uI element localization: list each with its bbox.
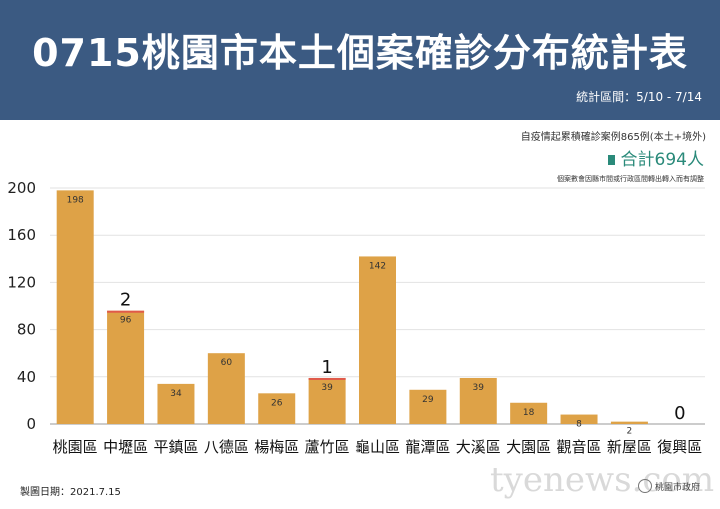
- page-title: 0715桃園市本土個案確診分布統計表: [32, 31, 688, 75]
- header-banner: 0715桃園市本土個案確診分布統計表 統計區間：5/10 - 7/14: [0, 0, 720, 120]
- annotation-label: 0: [674, 403, 685, 424]
- annotation-label: 1: [321, 357, 332, 378]
- adjust-note: 個案數會因縣市間或行政區間轉出轉入而有調整: [557, 175, 704, 183]
- x-tick-label: 龍潭區: [405, 438, 450, 456]
- cumulative-note: 自疫情起累積確診案例865例(本土+境外): [520, 132, 706, 143]
- bar: [560, 414, 598, 424]
- data-label: 26: [271, 398, 283, 408]
- period-label: 統計區間：5/10 - 7/14: [576, 90, 702, 104]
- bar: [459, 377, 497, 424]
- total-count: 合計694人: [607, 145, 704, 170]
- y-tick-label: 40: [17, 368, 36, 386]
- data-label: 60: [221, 358, 233, 368]
- x-tick-label: 復興區: [657, 438, 702, 456]
- data-label: 34: [170, 389, 182, 399]
- x-tick-label: 桃園區: [53, 438, 98, 456]
- bar-increment: [107, 310, 145, 313]
- data-label: 142: [369, 261, 386, 271]
- logo-text: 桃園市政府: [655, 482, 701, 493]
- x-tick-label: 新屋區: [607, 438, 652, 456]
- y-tick-label: 160: [7, 226, 36, 244]
- bar: [308, 377, 346, 424]
- x-tick-label: 大園區: [506, 438, 551, 456]
- y-tick-label: 80: [17, 321, 36, 339]
- bar: [56, 190, 94, 424]
- seal-icon: [638, 479, 652, 493]
- bar: [258, 393, 296, 424]
- made-date: 製圖日期：2021.7.15: [20, 487, 121, 498]
- data-label: 2: [627, 427, 633, 437]
- annotation-label: 2: [120, 290, 131, 311]
- data-label: 18: [523, 408, 535, 418]
- data-label: 29: [422, 395, 434, 405]
- x-tick-label: 觀音區: [557, 438, 602, 456]
- x-tick-label: 平鎮區: [153, 438, 198, 456]
- x-tick-label: 中壢區: [103, 438, 148, 456]
- bar: [409, 389, 447, 424]
- y-tick-label: 120: [7, 273, 36, 291]
- bar: [207, 353, 245, 424]
- total-text: 合計694人: [620, 150, 704, 170]
- legend-square: [607, 155, 615, 165]
- data-label: 198: [67, 195, 84, 205]
- data-label: 39: [473, 383, 485, 393]
- x-tick-label: 楊梅區: [254, 438, 299, 456]
- watermark: tyenews.com: [490, 460, 715, 500]
- y-tick-label: 0: [26, 415, 36, 433]
- data-label: 39: [321, 383, 333, 393]
- bar: [610, 421, 648, 424]
- bar: [107, 310, 145, 424]
- bar: [510, 402, 548, 424]
- x-tick-label: 龜山區: [355, 438, 400, 456]
- x-tick-label: 蘆竹區: [305, 438, 350, 456]
- data-label: 96: [120, 316, 132, 326]
- government-logo: 桃園市政府: [638, 479, 700, 493]
- x-tick-label: 八德區: [204, 438, 249, 456]
- bar: [359, 256, 396, 424]
- x-tick-label: 大溪區: [456, 438, 501, 456]
- data-label: 8: [576, 420, 582, 430]
- y-tick-label: 200: [7, 179, 36, 197]
- bar: [157, 383, 195, 424]
- bar-increment: [308, 377, 346, 380]
